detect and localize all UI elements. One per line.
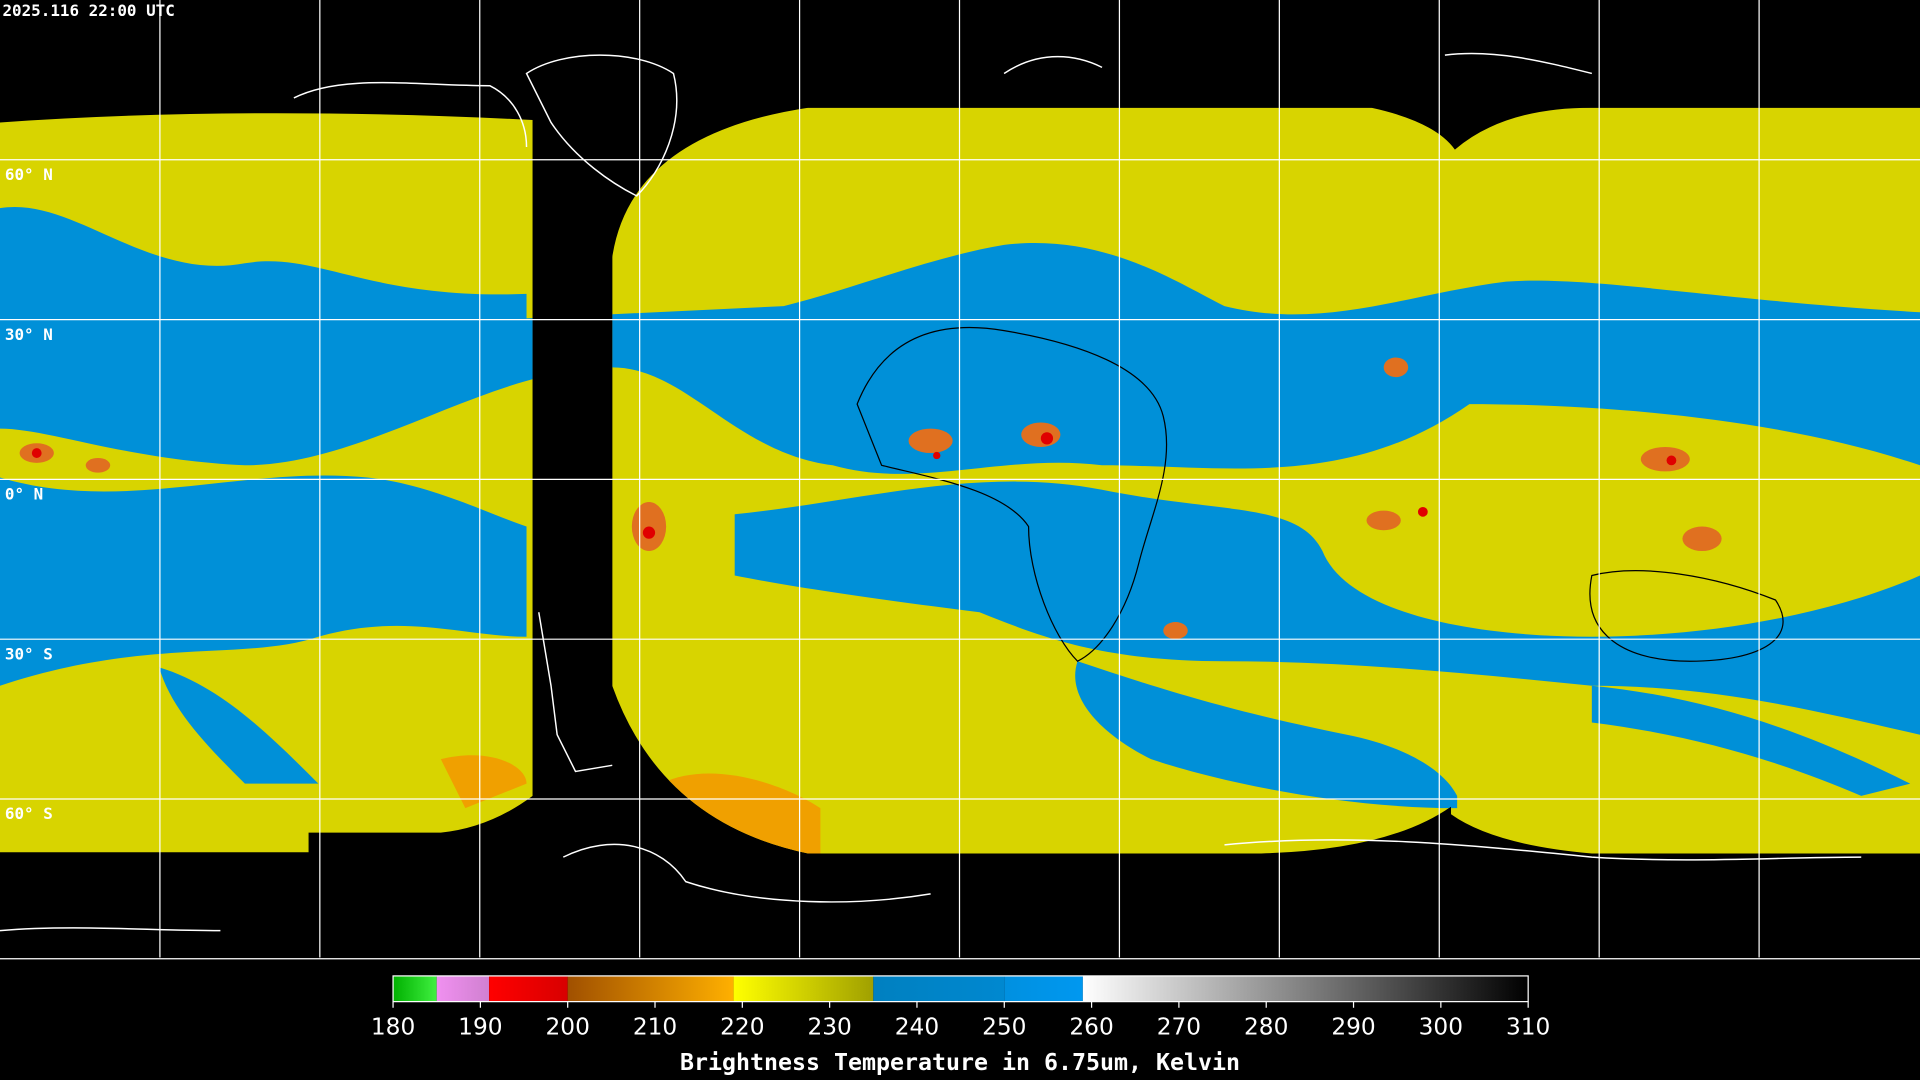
data-gap: [532, 107, 613, 855]
colorbar-tick-label: 240: [895, 1014, 939, 1041]
dry-region: [734, 481, 1920, 735]
colorbar-segment: [436, 975, 490, 1002]
deep-convection: [31, 432, 1677, 539]
convection: [19, 357, 1722, 640]
dry-region: [0, 475, 527, 686]
colorbar-tick-label: 230: [807, 1014, 851, 1041]
latitude-label: 60° N: [5, 165, 53, 184]
colorbar-segment: [873, 975, 1005, 1002]
colorbar-segment: [489, 975, 568, 1002]
dry-region: [1075, 661, 1458, 809]
colorbar-tick-label: 290: [1331, 1014, 1375, 1041]
colorbar-segment: [393, 975, 437, 1002]
colorbar-segment: [567, 975, 734, 1002]
colorbar-tick-label: 210: [633, 1014, 677, 1041]
colorbar-tick-label: 310: [1506, 1014, 1550, 1041]
latitude-label: 30° N: [5, 325, 53, 344]
colorbar-tick-label: 280: [1244, 1014, 1288, 1041]
colorbar-tick-label: 300: [1419, 1014, 1463, 1041]
latitude-label: 30° S: [5, 644, 53, 663]
colorbar-tick-label: 190: [458, 1014, 502, 1041]
colorbar-title: Brightness Temperature in 6.75um, Kelvin: [680, 1049, 1240, 1076]
timestamp: 2025.116 22:00 UTC: [2, 1, 174, 20]
colorbar-frame: [392, 975, 1529, 1003]
graticule: [0, 0, 1920, 960]
colorbar-tick-label: 200: [545, 1014, 589, 1041]
borders: [856, 327, 1784, 662]
colorbar-tick-label: 270: [1157, 1014, 1201, 1041]
latitude-label: 60° S: [5, 804, 53, 823]
dry-region: [1591, 685, 1911, 796]
colorbar-tick-label: 220: [720, 1014, 764, 1041]
coastlines: [0, 52, 1862, 932]
colorbar-tick-label: 180: [371, 1014, 415, 1041]
dry-region: [159, 667, 319, 784]
cold-region: [440, 755, 527, 809]
colorbar-segment: [733, 975, 874, 1002]
latitude-label: 0° N: [5, 485, 43, 504]
colorbar-tick-label: 250: [982, 1014, 1026, 1041]
colorbar-segment: [1082, 975, 1529, 1002]
colorbar-tick-label: 260: [1069, 1014, 1113, 1041]
colorbar-segment: [1004, 975, 1083, 1002]
